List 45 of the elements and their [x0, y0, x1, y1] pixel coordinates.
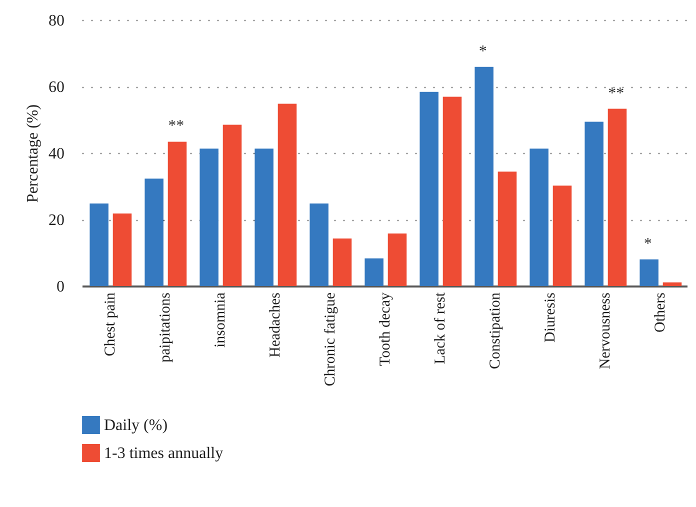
x-tick-label: Constipation — [488, 292, 504, 370]
bar — [474, 66, 494, 286]
bar — [420, 92, 438, 286]
bar — [112, 214, 132, 286]
bar — [254, 148, 274, 286]
bar — [364, 258, 384, 286]
x-tick-label: Chest pain — [102, 292, 118, 356]
x-tick-label: Diuresis — [542, 292, 558, 342]
bar — [168, 142, 187, 286]
y-tick-label: 80 — [48, 12, 64, 30]
x-tick-label: Chronic fatigue — [322, 292, 338, 386]
x-tick-label: Lack of rest — [432, 292, 448, 364]
legend-label: Daily (%) — [104, 417, 168, 434]
annotation: * — [478, 42, 487, 60]
annotation: ** — [608, 84, 624, 102]
bar — [608, 108, 627, 286]
x-tick-label: Tooth decay — [378, 292, 394, 366]
x-tick-label: Others — [652, 292, 668, 332]
bar — [144, 178, 164, 286]
y-tick-label: 0 — [56, 278, 64, 296]
bar — [388, 233, 407, 286]
annotation: ** — [168, 118, 184, 135]
bar — [552, 186, 572, 286]
bar — [498, 172, 517, 286]
bar — [332, 238, 352, 286]
bar — [530, 148, 548, 286]
x-tick-label: paipitations — [158, 292, 174, 362]
x-tick-label: Headaches — [268, 292, 284, 358]
bar — [584, 122, 604, 286]
annotation: * — [644, 235, 652, 252]
y-tick-label: 20 — [48, 212, 64, 229]
y-tick-label: 40 — [48, 146, 64, 162]
y-axis-title: Percentage (%) — [24, 104, 42, 203]
x-tick-label: insomnia — [212, 292, 228, 348]
legend-label: 1-3 times annually — [104, 445, 224, 462]
x-tick-label: Nervousness — [598, 292, 614, 370]
bar — [200, 148, 218, 286]
y-tick-label: 60 — [48, 79, 64, 96]
bar — [222, 124, 242, 286]
bar — [310, 204, 328, 286]
bar — [278, 104, 297, 286]
bar — [90, 204, 108, 286]
bar — [442, 96, 462, 286]
bar — [640, 259, 658, 286]
bar — [662, 282, 682, 286]
